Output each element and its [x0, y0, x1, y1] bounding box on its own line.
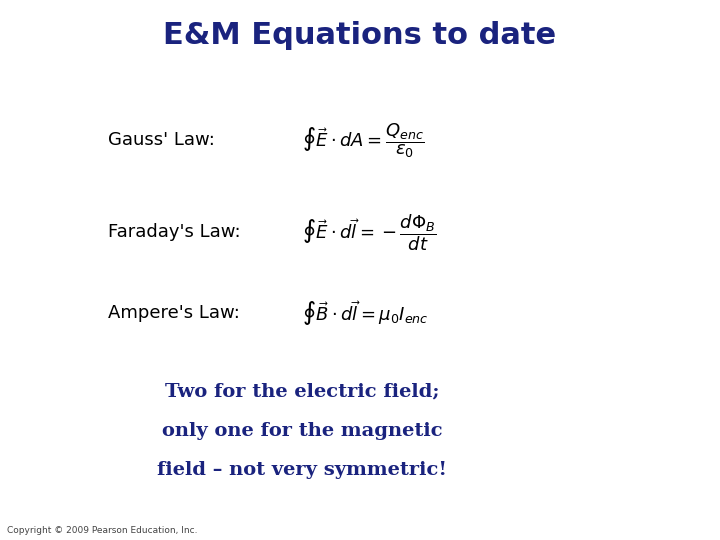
Text: E&M Equations to date: E&M Equations to date	[163, 21, 557, 50]
Text: Faraday's Law:: Faraday's Law:	[108, 223, 240, 241]
Text: $\oint \vec{E} \cdot d\vec{l} = -\dfrac{d\Phi_B}{dt}$: $\oint \vec{E} \cdot d\vec{l} = -\dfrac{…	[302, 212, 437, 253]
Text: Two for the electric field;: Two for the electric field;	[165, 382, 440, 401]
Text: only one for the magnetic: only one for the magnetic	[162, 422, 443, 440]
Text: $\oint \vec{E} \cdot dA = \dfrac{Q_{enc}}{\varepsilon_0}$: $\oint \vec{E} \cdot dA = \dfrac{Q_{enc}…	[302, 121, 425, 160]
Text: Gauss' Law:: Gauss' Law:	[108, 131, 215, 150]
Text: Ampere's Law:: Ampere's Law:	[108, 304, 240, 322]
Text: Copyright © 2009 Pearson Education, Inc.: Copyright © 2009 Pearson Education, Inc.	[7, 526, 198, 535]
Text: field – not very symmetric!: field – not very symmetric!	[158, 461, 447, 480]
Text: $\oint \vec{B} \cdot d\vec{l} = \mu_0 I_{enc}$: $\oint \vec{B} \cdot d\vec{l} = \mu_0 I_…	[302, 299, 429, 328]
